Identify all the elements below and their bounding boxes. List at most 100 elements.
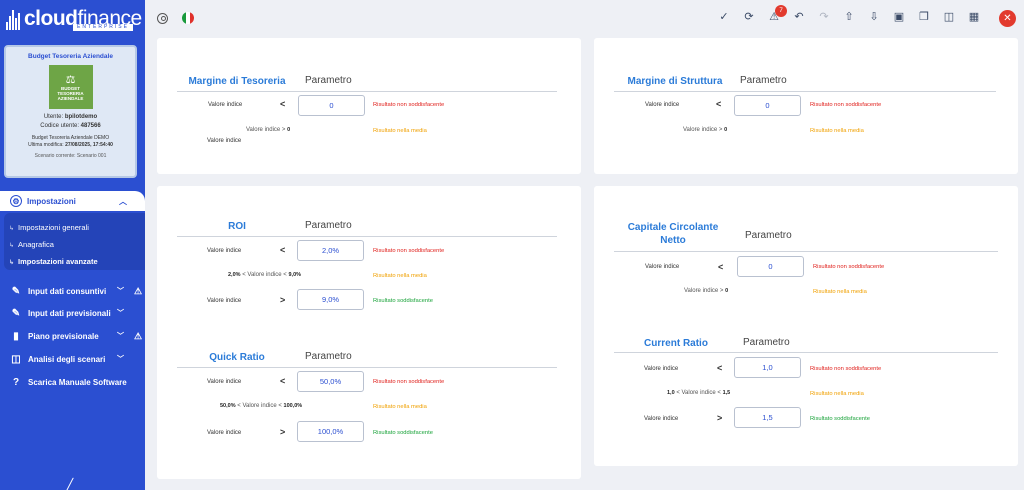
undo-icon[interactable]: ↶: [794, 10, 804, 23]
ccn-row1-op: <: [718, 262, 724, 272]
cr-row3-op: >: [717, 413, 723, 423]
current-ratio-title: Current Ratio: [644, 338, 708, 349]
save-icon[interactable]: ▣: [893, 10, 905, 23]
card-ccn-current: Capitale Circolante Netto Parametro Curr…: [594, 186, 1018, 466]
mt-row2-result: Risultato nella media: [373, 128, 427, 134]
board-icon[interactable]: ▦: [968, 10, 980, 23]
ccn-row1-input[interactable]: 0: [737, 256, 804, 277]
chevron-down-icon: ﹀: [117, 310, 124, 317]
coins-icon: ⚖: [65, 73, 76, 86]
roi-row1-result: Risultato non soddisfacente: [373, 248, 445, 254]
ms-row1-input[interactable]: 0: [734, 95, 801, 116]
param-header: Parametro: [305, 220, 352, 231]
chevron-down-icon: ﹀: [117, 288, 124, 295]
ms-row1-result: Risultato non soddisfacente: [810, 102, 882, 108]
roi-title: ROI: [228, 221, 246, 232]
profile-scenario: Scenario corrente: Scenario 001: [34, 153, 107, 159]
ms-row1-op: <: [716, 99, 722, 109]
italy-flag-icon[interactable]: [182, 12, 194, 24]
submenu-item-generali[interactable]: ↳ Impostazioni generali: [9, 223, 89, 232]
menu-impostazioni[interactable]: ⚙ Impostazioni ︿: [0, 191, 145, 211]
submenu-item-avanzate[interactable]: ↳ Impostazioni avanzate: [9, 257, 98, 266]
submenu-impostazioni: ↳ Impostazioni generali ↳ Anagrafica ↳ Impo…: [4, 213, 145, 270]
cr-row2-label: 1,0 < Valore indice < 1,5: [667, 390, 731, 396]
roi-row3-label: Valore indice: [207, 298, 242, 304]
qr-row1-input[interactable]: 50,0%: [297, 371, 364, 392]
submenu-item-anagrafica[interactable]: ↳ Anagrafica: [9, 240, 54, 249]
menu-input-consuntivi[interactable]: ✎ Input dati consuntivi ﹀ ⚠: [11, 285, 143, 297]
warning-icon: ⚠: [134, 330, 143, 341]
profile-title: Budget Tesoreria Aziendale: [28, 53, 113, 60]
profile-card: Budget Tesoreria Aziendale ⚖ BUDGET TESO…: [4, 45, 137, 178]
mt-row1-result: Risultato non soddisfacente: [373, 102, 445, 108]
menu-analisi-scenari[interactable]: ◫ Analisi degli scenari ﹀: [11, 353, 124, 365]
chevron-down-icon: ﹀: [117, 333, 124, 340]
mt-row2-label: Valore indice > 0: [246, 127, 291, 133]
margine-struttura-title: Margine di Struttura: [627, 76, 723, 87]
chevron-down-icon: ﹀: [117, 356, 124, 363]
roi-row1-op: <: [280, 245, 286, 255]
ccn-row1-label: Valore indice: [645, 264, 680, 270]
card-margine-tesoreria: Margine di Tesoreria Parametro Valore in…: [157, 38, 581, 174]
menu-scarica-manuale[interactable]: ? Scarica Manuale Software: [10, 373, 145, 391]
refresh-icon[interactable]: ⟳: [744, 10, 754, 23]
app-logo[interactable]: cloudfinance: [6, 8, 142, 30]
qr-row3-input[interactable]: 100,0%: [297, 421, 364, 442]
help-icon: ?: [12, 376, 20, 388]
logo-text: cloudfinance: [24, 7, 142, 30]
ccn-row1-result: Risultato non soddisfacente: [813, 264, 885, 270]
roi-row2-result: Risultato nella media: [373, 273, 427, 279]
roi-row2-label: 2,0% < Valore indice < 9,0%: [228, 272, 302, 278]
quick-ratio-title: Quick Ratio: [209, 352, 265, 363]
cr-row1-op: <: [717, 363, 723, 373]
mt-row1-input[interactable]: 0: [298, 95, 365, 116]
ccn-row2-label: Valore indice > 0: [684, 288, 729, 294]
split-view-icon[interactable]: ◫: [943, 10, 955, 23]
check-icon[interactable]: ✓: [719, 10, 729, 23]
copy-icon[interactable]: ❐: [919, 10, 929, 23]
gear-icon: ⚙: [10, 195, 22, 207]
cr-row3-label: Valore indice: [644, 416, 679, 422]
qr-row3-op: >: [280, 427, 286, 437]
roi-row1-input[interactable]: 2,0%: [297, 240, 364, 261]
warning-icon: ⚠: [134, 285, 143, 296]
logo-bars-icon: [6, 8, 20, 30]
margine-tesoreria-title: Margine di Tesoreria: [188, 76, 286, 87]
roi-row3-input[interactable]: 9,0%: [297, 289, 364, 310]
cr-row1-input[interactable]: 1,0: [734, 357, 801, 378]
cr-row1-label: Valore indice: [644, 366, 679, 372]
redo-icon[interactable]: ↷: [819, 10, 829, 23]
logo-edition: ENTERPRISE: [73, 24, 133, 31]
menu-piano-previsionale[interactable]: ▮ Piano previsionale ﹀ ⚠: [10, 327, 145, 345]
profile-company: Budget Tesoreria Aziendale DEMO: [31, 135, 110, 141]
topbar: ✓ ⟳ ⚠ 7 ↶ ↷ ⇧ ⇩ ▣ ❐ ◫ ▦ ✕: [145, 0, 1024, 38]
cr-row3-result: Risultato soddisfacente: [810, 416, 870, 422]
download-icon[interactable]: ⇩: [869, 10, 879, 23]
qr-row3-label: Valore indice: [207, 430, 242, 436]
param-header: Parametro: [305, 351, 352, 362]
label-valore-indice: Valore indice: [207, 138, 242, 144]
menu-input-previsionali[interactable]: ✎ Input dati previsionali ﹀: [11, 307, 124, 319]
mt-row1-label: Valore indice: [208, 102, 243, 108]
warning-count-badge: 7: [775, 5, 787, 17]
settings-icon[interactable]: [157, 12, 168, 24]
qr-row2-result: Risultato nella media: [373, 404, 427, 410]
close-button[interactable]: ✕: [999, 10, 1016, 27]
chevron-up-icon: ︿: [119, 196, 127, 206]
roi-row3-result: Risultato soddisfacente: [373, 298, 433, 304]
edit-icon: ✎: [11, 307, 21, 319]
cr-row2-result: Risultato nella media: [810, 391, 864, 397]
ccn-title: Capitale Circolante Netto: [627, 222, 719, 246]
upload-icon[interactable]: ⇧: [844, 10, 854, 23]
pen-icon[interactable]: ╱: [66, 478, 74, 490]
card-roi-quick: ROI Parametro Quick Ratio Parametro: [157, 186, 581, 479]
qr-row3-result: Risultato soddisfacente: [373, 430, 433, 436]
sidebar: cloudfinance ENTERPRISE Budget Tesoreria…: [0, 0, 145, 490]
roi-row3-op: >: [280, 295, 286, 305]
warning-icon[interactable]: ⚠ 7: [768, 5, 787, 24]
param-header: Parametro: [305, 75, 352, 86]
roi-row1-label: Valore indice: [207, 248, 242, 254]
cr-row3-input[interactable]: 1,5: [734, 407, 801, 428]
qr-row1-result: Risultato non soddisfacente: [373, 379, 445, 385]
bar-chart-icon: ▮: [13, 330, 19, 342]
